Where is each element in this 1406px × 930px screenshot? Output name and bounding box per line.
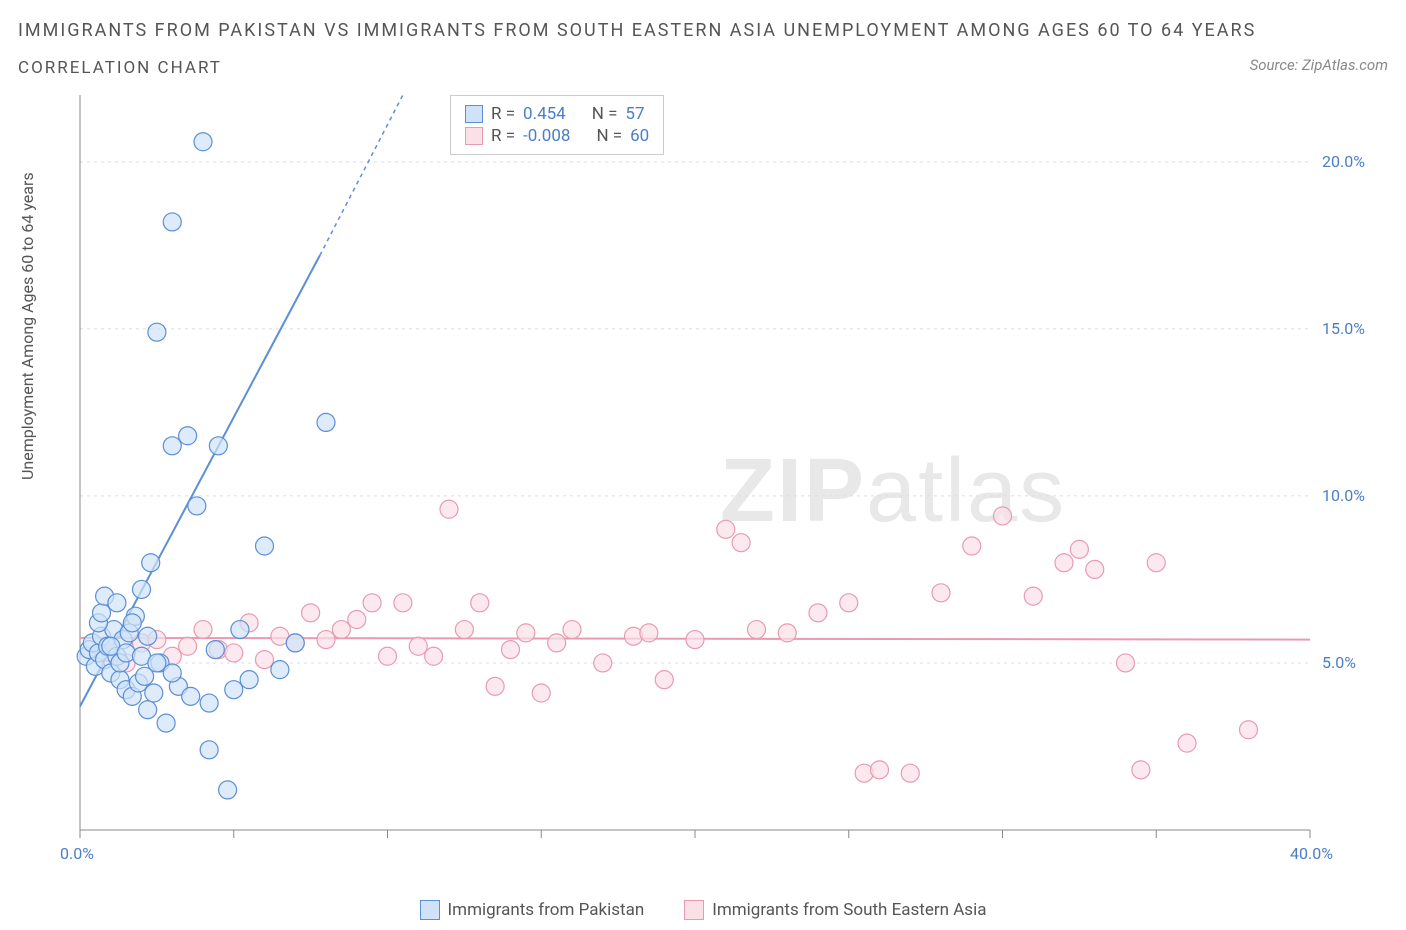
stat-row-a: R = 0.454 N = 57 — [465, 104, 649, 124]
x-tick-label: 40.0% — [1290, 844, 1333, 863]
correlation-stats-box: R = 0.454 N = 57 R = -0.008 N = 60 — [450, 95, 664, 155]
stat-row-b: R = -0.008 N = 60 — [465, 126, 649, 146]
source-label: Source: ZipAtlas.com — [1250, 56, 1388, 74]
legend-label-b: Immigrants from South Eastern Asia — [712, 900, 986, 920]
stat-swatch-b — [465, 127, 483, 145]
stat-n-label-b: N = — [596, 126, 622, 146]
stat-r-label-a: R = — [491, 104, 515, 124]
stat-n-value-a: 57 — [625, 104, 644, 124]
legend-swatch-b — [684, 900, 704, 920]
y-tick-label: 5.0% — [1322, 653, 1356, 672]
legend-label-a: Immigrants from Pakistan — [448, 900, 645, 920]
scatter-plot — [70, 90, 1380, 860]
legend: Immigrants from Pakistan Immigrants from… — [0, 900, 1406, 920]
x-tick-label: 0.0% — [60, 844, 94, 863]
y-tick-label: 20.0% — [1322, 152, 1365, 171]
stat-n-value-b: 60 — [630, 126, 649, 146]
stat-n-label-a: N = — [592, 104, 618, 124]
chart-area — [70, 90, 1380, 860]
stat-r-value-b: -0.008 — [523, 126, 570, 146]
chart-title-main: IMMIGRANTS FROM PAKISTAN VS IMMIGRANTS F… — [18, 20, 1256, 41]
stat-r-value-a: 0.454 — [523, 104, 566, 124]
y-tick-label: 15.0% — [1322, 319, 1365, 338]
chart-title-sub: CORRELATION CHART — [18, 58, 222, 78]
y-tick-label: 10.0% — [1322, 486, 1365, 505]
legend-item-b: Immigrants from South Eastern Asia — [684, 900, 986, 920]
stat-r-label-b: R = — [491, 126, 515, 146]
stat-swatch-a — [465, 105, 483, 123]
legend-item-a: Immigrants from Pakistan — [420, 900, 645, 920]
legend-swatch-a — [420, 900, 440, 920]
y-axis-label: Unemployment Among Ages 60 to 64 years — [18, 172, 37, 480]
